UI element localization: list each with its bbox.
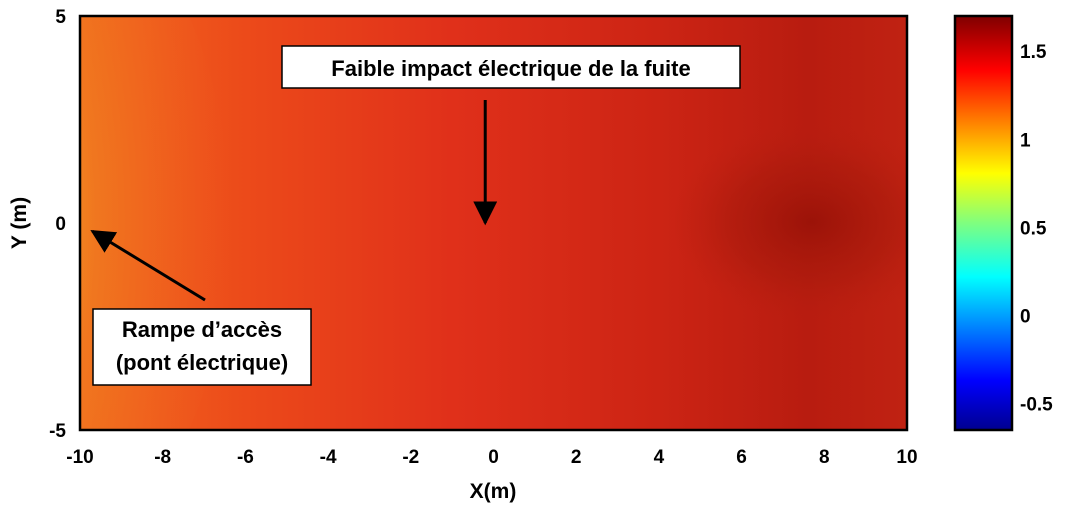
plot-frame [78, 14, 909, 432]
annotation-ramp-arrow [90, 229, 206, 302]
annotation-ramp: Rampe d’accès (pont électrique) [90, 229, 312, 386]
colorbar-tick-label: 1.5 [1020, 42, 1047, 63]
x-tick-label: -4 [320, 447, 337, 468]
y-tick-label: 5 [55, 7, 66, 28]
y-axis: 5 0 -5 [49, 7, 66, 442]
x-tick-label: 0 [488, 447, 499, 468]
x-tick-label: -2 [402, 447, 419, 468]
x-tick-label: -10 [66, 447, 93, 468]
x-tick-label: 2 [571, 447, 582, 468]
colorbar-tick-label: -0.5 [1020, 395, 1053, 416]
colorbar-tick-label: 0.5 [1020, 218, 1047, 239]
x-tick-label: -6 [237, 447, 254, 468]
annotation-ramp-line-1: Rampe d’accès [122, 317, 282, 342]
annotation-weak-impact-box [281, 45, 741, 89]
annotation-weak-impact: Faible impact électrique de la fuite [281, 45, 741, 226]
colorbar [953, 14, 1014, 432]
x-tick-label: 8 [819, 447, 830, 468]
x-tick-label: 10 [896, 447, 917, 468]
colorbar-ticks: 1.5 1 0.5 0 -0.5 [1020, 42, 1053, 415]
x-tick-label: -8 [154, 447, 171, 468]
annotation-ramp-line-2: (pont électrique) [116, 350, 288, 375]
x-tick-label: 4 [654, 447, 665, 468]
y-axis-label: Y (m) [8, 197, 31, 249]
y-tick-label: -5 [49, 421, 66, 442]
annotation-ramp-box [92, 308, 312, 386]
colorbar-tick-label: 1 [1020, 130, 1031, 151]
x-axis-label: X(m) [470, 480, 517, 503]
y-tick-label: 0 [55, 214, 66, 235]
x-tick-label: 6 [736, 447, 747, 468]
annotation-weak-impact-text: Faible impact électrique de la fuite [331, 56, 690, 81]
x-axis: -10 -8 -6 -4 -2 0 2 4 6 8 10 [66, 447, 917, 468]
colorbar-tick-label: 0 [1020, 306, 1031, 327]
